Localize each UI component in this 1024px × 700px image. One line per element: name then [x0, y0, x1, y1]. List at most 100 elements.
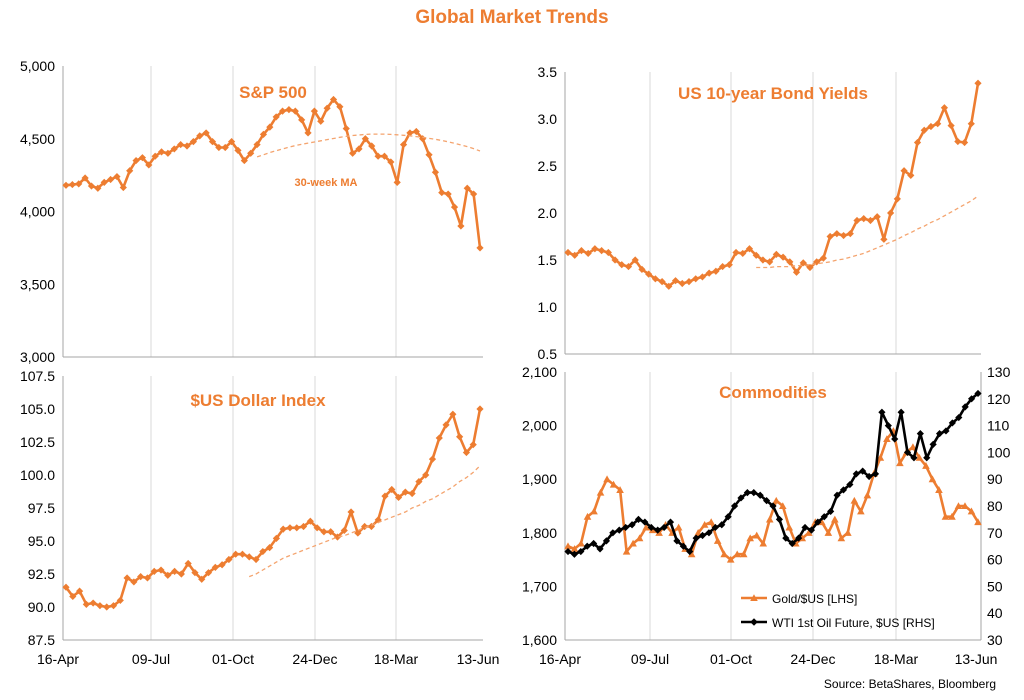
- gold-point: [629, 539, 637, 547]
- data-point: [846, 230, 854, 238]
- data-point: [766, 258, 774, 266]
- data-point: [431, 168, 440, 176]
- data-point: [893, 195, 901, 203]
- data-point: [317, 117, 325, 125]
- x-tick-label: 16-Apr: [37, 651, 79, 667]
- data-point: [119, 183, 127, 192]
- y-tick-label-right: 130: [987, 364, 1011, 380]
- data-point: [87, 182, 96, 190]
- data-point: [342, 124, 350, 133]
- y-tick-label: 4,000: [20, 204, 55, 220]
- data-point: [170, 145, 178, 153]
- data-point: [457, 222, 465, 230]
- oil-point: [602, 537, 611, 545]
- oil-point: [865, 472, 873, 481]
- gold-point: [883, 435, 891, 443]
- oil-point: [974, 389, 982, 398]
- data-point: [329, 95, 338, 104]
- data-point: [184, 559, 192, 568]
- data-point: [157, 148, 166, 156]
- gold-point: [564, 542, 572, 550]
- oil-point: [852, 470, 860, 478]
- oil-point: [705, 529, 713, 537]
- gold-point: [726, 555, 735, 563]
- data-point: [470, 190, 478, 198]
- data-point: [126, 167, 134, 175]
- data-point: [355, 145, 363, 153]
- data-point: [170, 567, 179, 575]
- oil-point: [615, 526, 623, 534]
- gold-point: [831, 515, 839, 523]
- data-point: [564, 248, 572, 257]
- x-tick-label: 09-Jul: [132, 651, 170, 667]
- gold-point: [850, 496, 859, 504]
- data-point: [388, 485, 396, 494]
- oil-point: [795, 534, 803, 542]
- gold-point: [609, 480, 618, 488]
- data-point: [698, 273, 707, 281]
- data-point: [401, 488, 409, 496]
- page-title: Global Market Trends: [415, 7, 609, 28]
- gold-point: [746, 534, 755, 542]
- oil-point: [897, 408, 905, 416]
- legend-oil-marker: [750, 618, 758, 626]
- data-point: [577, 247, 586, 255]
- data-point: [374, 152, 382, 160]
- gold-point: [616, 486, 624, 493]
- gold-point: [896, 459, 904, 467]
- gold-point: [909, 443, 917, 451]
- y-tick-label: 3.5: [538, 64, 558, 80]
- data-point: [259, 130, 268, 138]
- data-point: [143, 574, 152, 582]
- gold-point: [857, 507, 865, 515]
- oil-point: [583, 542, 591, 550]
- gold-point: [778, 502, 787, 510]
- data-point: [204, 569, 213, 577]
- data-point: [450, 203, 459, 211]
- data-point: [245, 553, 253, 561]
- gold-point: [915, 453, 924, 461]
- data-point: [598, 247, 606, 255]
- series-moving-average-line: [756, 195, 979, 269]
- data-point: [221, 143, 229, 152]
- data-point: [954, 137, 962, 146]
- oil-point: [730, 502, 739, 510]
- chart-title: Commodities: [719, 383, 827, 402]
- gold-point: [590, 507, 598, 515]
- data-point: [739, 249, 747, 258]
- data-point: [422, 471, 430, 479]
- gold-point: [837, 534, 846, 542]
- data-point: [82, 600, 90, 608]
- data-point: [177, 570, 185, 578]
- x-tick-label: 13-Jun: [457, 651, 500, 667]
- gold-point: [922, 462, 930, 469]
- oil-point: [929, 440, 937, 448]
- data-point: [299, 522, 308, 531]
- oil-point: [839, 486, 848, 494]
- gold-point: [707, 518, 715, 526]
- legend-oil-label: WTI 1st Oil Future, $US [RHS]: [772, 616, 935, 630]
- data-point: [266, 123, 274, 131]
- data-point: [320, 528, 328, 536]
- y-tick-label: 0.5: [538, 346, 558, 362]
- data-point: [191, 569, 199, 577]
- source-note: Source: BetaShares, Bloomberg: [823, 677, 996, 691]
- gold-point: [941, 512, 950, 520]
- data-point: [218, 561, 226, 569]
- gold-point: [759, 539, 768, 547]
- data-point: [75, 587, 84, 595]
- data-point: [571, 251, 579, 259]
- data-point: [631, 256, 639, 264]
- oil-point: [622, 523, 630, 532]
- data-point: [164, 149, 172, 157]
- oil-point: [590, 539, 598, 548]
- series-moving-average-line: [256, 133, 481, 158]
- y-tick-label: 2.0: [538, 205, 558, 221]
- data-point: [913, 138, 922, 147]
- oil-point: [871, 470, 880, 478]
- data-point: [336, 103, 344, 111]
- y-tick-label: 90.0: [28, 599, 55, 615]
- y-tick-label-right: 50: [987, 578, 1003, 594]
- oil-point: [891, 435, 899, 443]
